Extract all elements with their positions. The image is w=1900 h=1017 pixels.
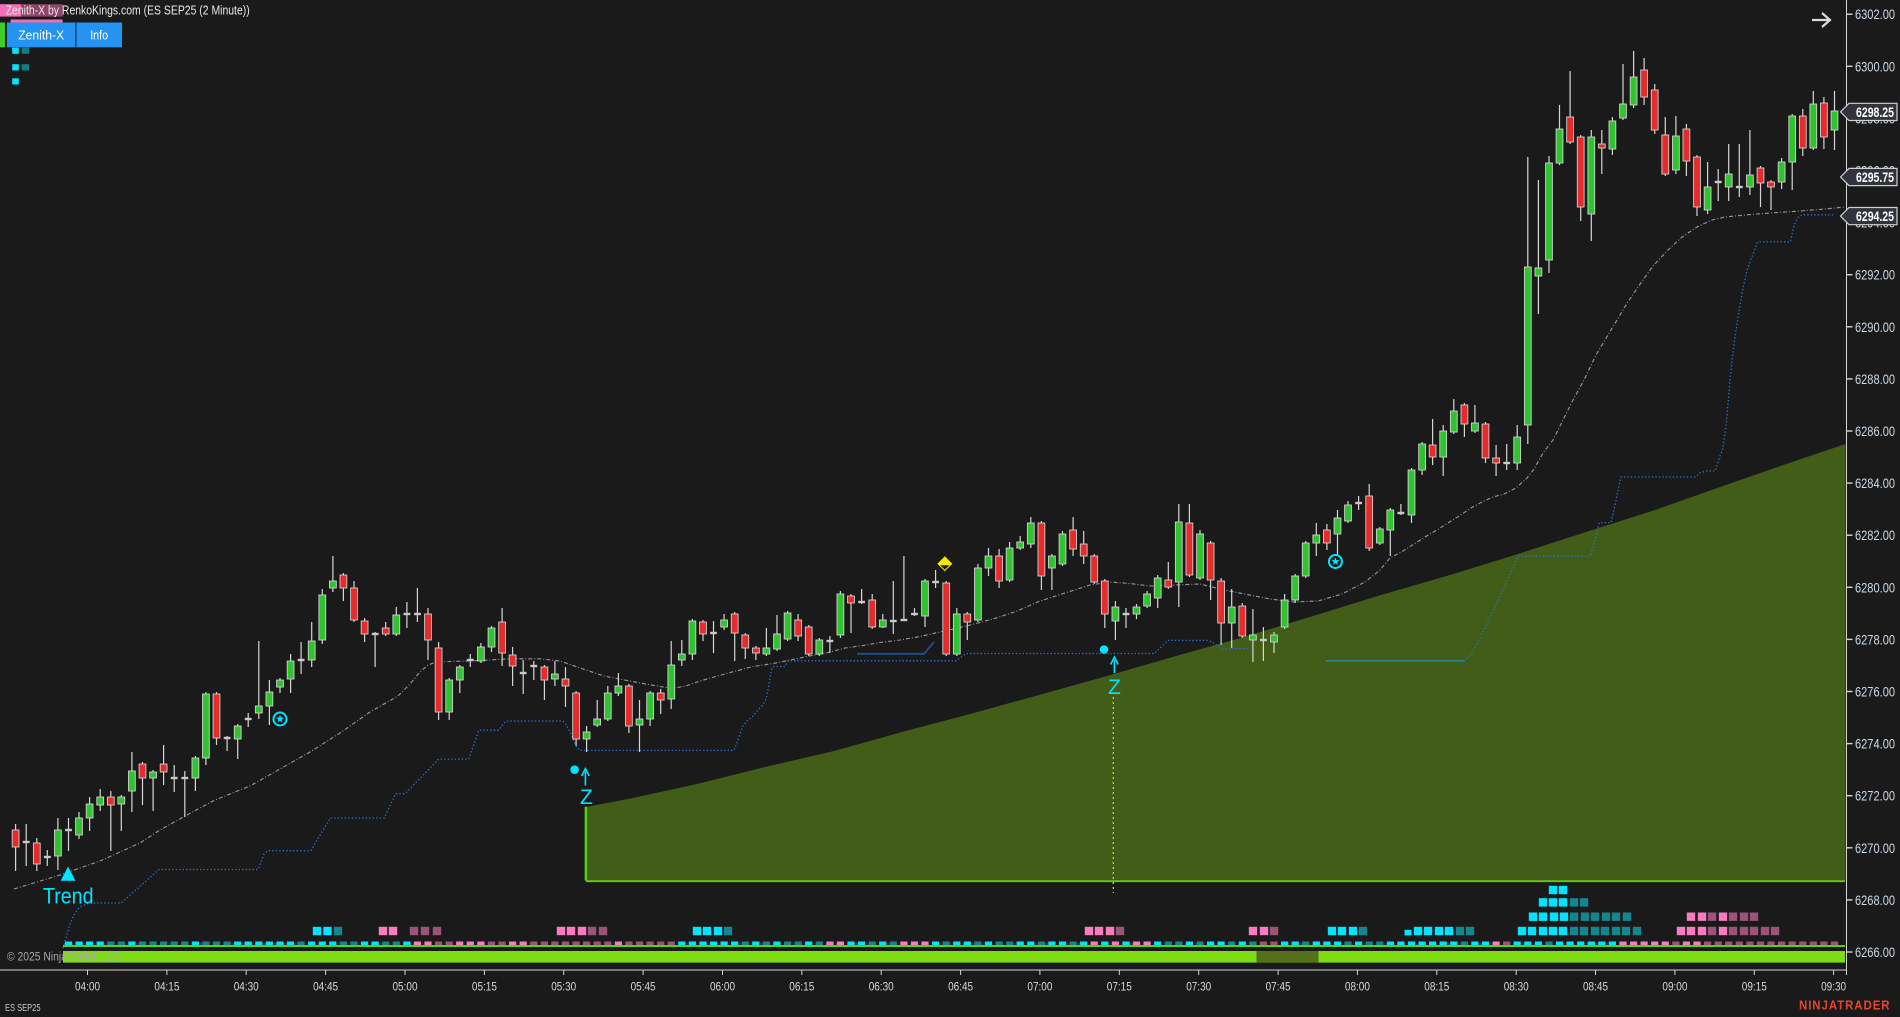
svg-text:6294.25: 6294.25 [1856,208,1894,224]
svg-text:04:00: 04:00 [75,982,100,994]
svg-text:06:00: 06:00 [710,982,735,994]
svg-text:09:15: 09:15 [1742,982,1767,994]
svg-text:6284.00: 6284.00 [1855,475,1895,491]
svg-text:06:15: 06:15 [789,982,814,994]
svg-text:05:00: 05:00 [393,982,418,994]
svg-text:6270.00: 6270.00 [1855,840,1895,856]
svg-text:04:30: 04:30 [234,982,259,994]
svg-text:ES SEP25: ES SEP25 [5,1002,41,1014]
svg-text:6300.00: 6300.00 [1855,58,1895,74]
svg-text:NINJATRADER: NINJATRADER [1799,999,1891,1013]
svg-text:Z: Z [1108,676,1121,699]
svg-text:6290.00: 6290.00 [1855,319,1895,335]
svg-text:6302.00: 6302.00 [1855,6,1895,22]
svg-text:6292.00: 6292.00 [1855,267,1895,283]
svg-text:Zenith-X: Zenith-X [18,29,65,43]
svg-text:Trend: Trend [43,884,94,909]
svg-text:07:00: 07:00 [1027,982,1052,994]
svg-text:09:30: 09:30 [1821,982,1846,994]
svg-text:Z: Z [580,786,593,809]
svg-text:6288.00: 6288.00 [1855,371,1895,387]
svg-text:08:45: 08:45 [1583,982,1608,994]
svg-text:6280.00: 6280.00 [1855,579,1895,595]
svg-text:6298.25: 6298.25 [1856,104,1894,120]
svg-text:© 2025 NinjaTrader, LLC: © 2025 NinjaTrader, LLC [7,952,121,964]
svg-text:6268.00: 6268.00 [1855,892,1895,908]
svg-text:6286.00: 6286.00 [1855,423,1895,439]
svg-text:08:30: 08:30 [1504,982,1529,994]
svg-text:04:15: 04:15 [154,982,179,994]
svg-text:07:15: 07:15 [1107,982,1132,994]
svg-text:Info: Info [90,29,108,43]
svg-text:6274.00: 6274.00 [1855,736,1895,752]
svg-text:6266.00: 6266.00 [1855,944,1895,960]
svg-text:6282.00: 6282.00 [1855,527,1895,543]
svg-text:6278.00: 6278.00 [1855,631,1895,647]
svg-text:07:45: 07:45 [1266,982,1291,994]
svg-text:09:00: 09:00 [1662,982,1687,994]
svg-text:05:15: 05:15 [472,982,497,994]
svg-text:Zenith-X by RenkoKings.com (ES: Zenith-X by RenkoKings.com (ES SEP25 (2 … [6,3,250,18]
svg-text:05:45: 05:45 [631,982,656,994]
svg-text:05:30: 05:30 [551,982,576,994]
svg-text:06:30: 06:30 [869,982,894,994]
svg-text:6272.00: 6272.00 [1855,788,1895,804]
svg-text:08:15: 08:15 [1424,982,1449,994]
svg-text:6295.75: 6295.75 [1856,169,1894,185]
svg-text:08:00: 08:00 [1345,982,1370,994]
svg-text:07:30: 07:30 [1186,982,1211,994]
svg-text:6276.00: 6276.00 [1855,684,1895,700]
svg-text:06:45: 06:45 [948,982,973,994]
svg-text:04:45: 04:45 [313,982,338,994]
